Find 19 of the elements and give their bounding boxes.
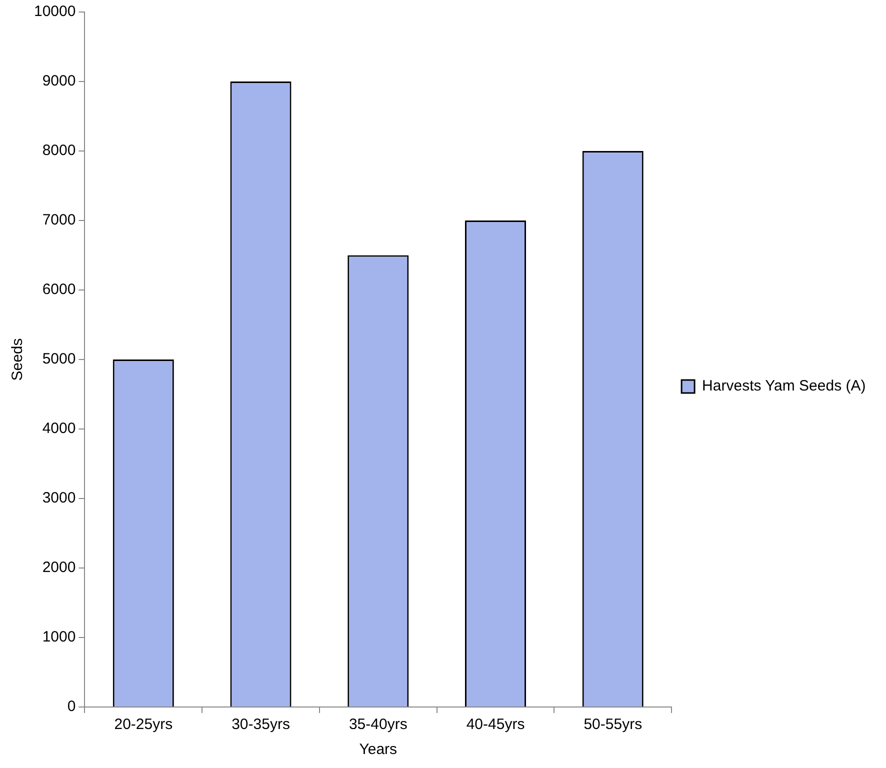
x-tick-label: 50-55yrs: [584, 716, 642, 734]
y-tick-label: 9000: [42, 72, 76, 90]
y-tick-label: 4000: [42, 420, 76, 438]
y-tick-label: 7000: [42, 212, 76, 229]
x-tick-label: 40-45yrs: [466, 716, 525, 734]
x-tick-label: 35-40yrs: [348, 716, 408, 734]
y-tick-label: 1000: [42, 628, 76, 646]
y-tick-label: 6000: [42, 281, 76, 298]
y-tick-label: 8000: [42, 142, 76, 160]
y-tick-label: 2000: [42, 559, 76, 576]
y-tick-label: 0: [67, 698, 76, 716]
x-tick-label: 30-35yrs: [232, 716, 290, 734]
x-tick-label: 20-25yrs: [114, 716, 173, 734]
y-tick-label: 3000: [42, 490, 76, 507]
x-axis-title: Years: [359, 741, 398, 758]
y-tick-label: 5000: [42, 350, 76, 368]
y-axis-title: Seeds: [9, 338, 26, 381]
y-tick-label: 10000: [34, 3, 76, 20]
legend-label: Harvests Yam Seeds (A): [702, 378, 866, 395]
